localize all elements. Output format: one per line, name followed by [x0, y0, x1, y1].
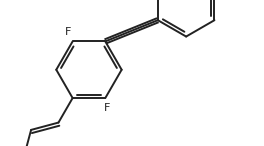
Text: F: F	[104, 103, 111, 113]
Text: F: F	[65, 27, 72, 37]
